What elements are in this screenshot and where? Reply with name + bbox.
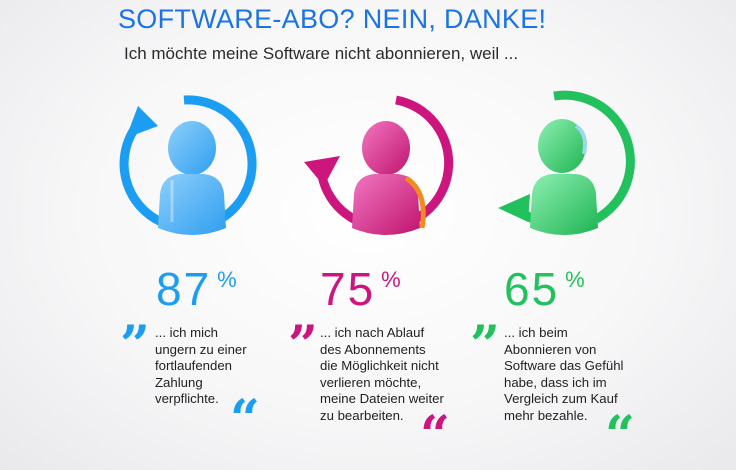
person-refresh-icon-1 <box>119 95 257 235</box>
quote-line: ... ich nach Ablauf <box>320 325 425 340</box>
stat-unit: % <box>217 267 237 292</box>
stat-value: 65 <box>504 263 560 315</box>
close-quote-icon-3: “ <box>605 405 635 466</box>
quote-line: fortlaufenden <box>155 358 232 374</box>
quote-line: zu bearbeiten. <box>320 407 404 423</box>
quote-line: mehr bezahle. <box>504 407 588 423</box>
close-quote-icon-2: “ <box>420 405 450 466</box>
quote-line: verlieren möchte, <box>320 374 422 390</box>
quote-line: verpflichte. <box>155 391 219 407</box>
page-subtitle: Ich möchte meine Software nicht abonnier… <box>124 44 519 63</box>
quote-line: habe, dass ich im <box>504 374 607 390</box>
stat-unit: % <box>381 267 401 292</box>
stat-percent-2: 75% <box>320 264 401 314</box>
person-refresh-icon-2 <box>304 95 454 235</box>
quote-line: des Abonnements <box>320 341 426 357</box>
quote-line: ... ich beim <box>504 325 568 340</box>
stat-percent-1: 87% <box>156 264 237 314</box>
close-quote-icon-1: “ <box>230 389 260 450</box>
quote-line: Abonnieren von <box>504 341 597 357</box>
stat-value: 87 <box>156 263 212 315</box>
quote-line: ungern zu einer <box>155 341 247 357</box>
quote-line: ... ich mich <box>155 325 219 340</box>
open-quote-icon-1: ” <box>120 315 150 376</box>
person-refresh-icon-3 <box>498 90 635 235</box>
quote-line: Zahlung <box>155 374 203 390</box>
quote-line: die Möglichkeit nicht <box>320 358 439 374</box>
quote-text-2: ... ich nach Ablauf des Abonnements die … <box>320 325 444 425</box>
stat-unit: % <box>565 267 585 292</box>
quote-line: Vergleich zum Kauf <box>504 391 618 407</box>
open-quote-icon-2: ” <box>288 315 318 376</box>
open-quote-icon-3: ” <box>470 315 500 376</box>
quote-line: meine Dateien weiter <box>320 391 444 407</box>
page-title: SOFTWARE-ABO? NEIN, DANKE! <box>118 4 547 34</box>
stat-percent-3: 65% <box>504 264 585 314</box>
quote-line: Software das Gefühl <box>504 358 624 374</box>
stat-value: 75 <box>320 263 376 315</box>
quote-text-3: ... ich beim Abonnieren von Software das… <box>504 325 624 425</box>
quote-text-1: ... ich mich ungern zu einer fortlaufend… <box>155 325 247 408</box>
